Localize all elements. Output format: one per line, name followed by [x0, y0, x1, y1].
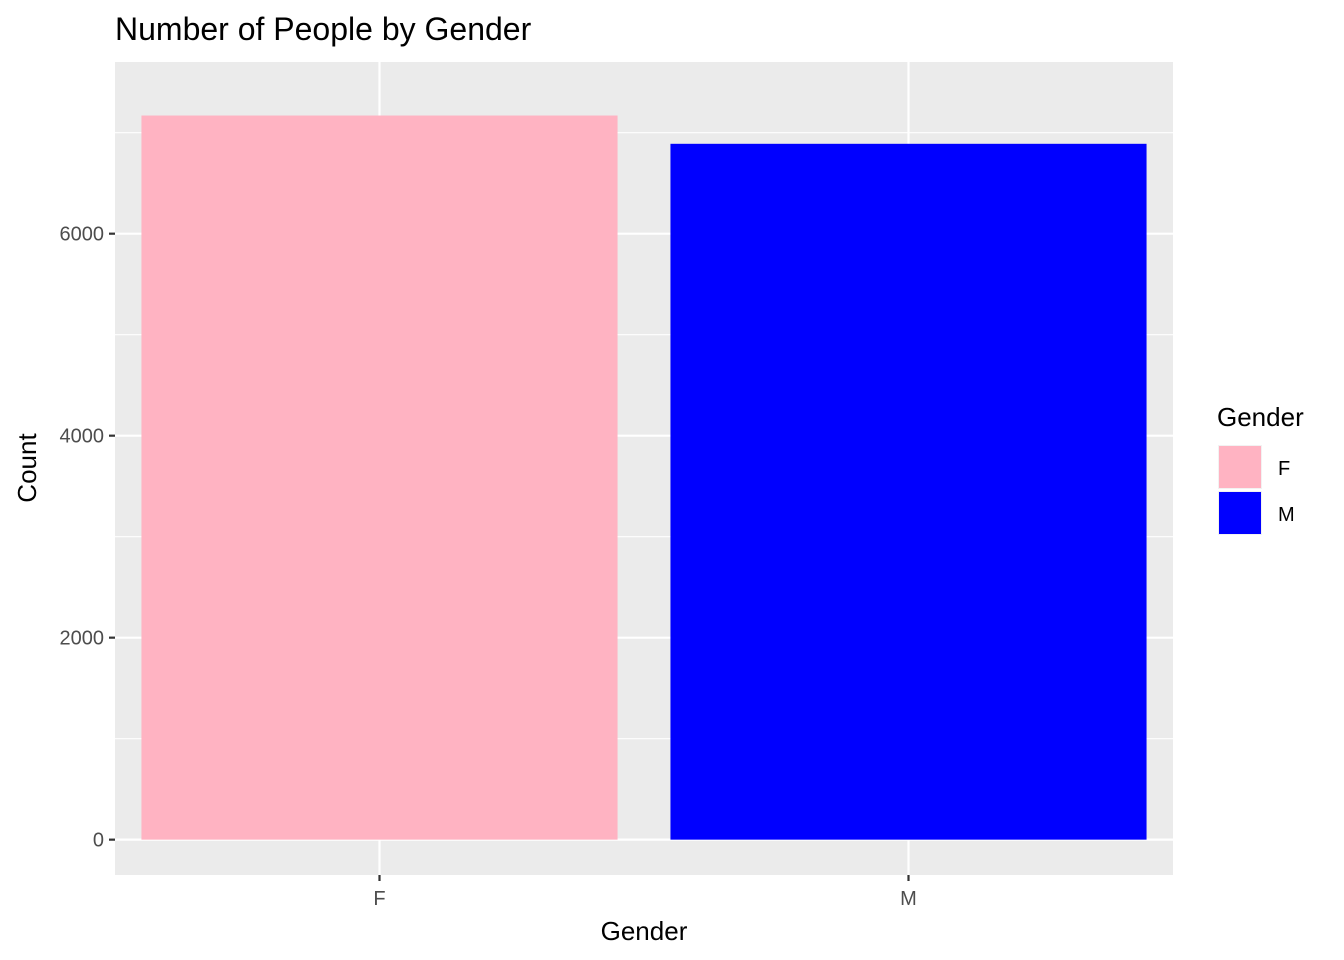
legend-label-F: F	[1278, 458, 1290, 480]
legend: Gender FM	[1217, 402, 1304, 535]
bar-F	[141, 115, 618, 840]
x-axis-title: Gender	[601, 916, 688, 946]
legend-swatch-F	[1219, 446, 1261, 488]
legend-title: Gender	[1217, 402, 1304, 432]
y-tick-label-0: 0	[93, 830, 104, 852]
x-tick-label-M: M	[900, 888, 917, 910]
legend-entries: FM	[1218, 445, 1295, 535]
y-tick-label-2: 4000	[60, 426, 105, 448]
y-tick-label-3: 6000	[60, 224, 105, 246]
y-axis: 0 2000 4000 6000	[60, 224, 115, 852]
chart-title: Number of People by Gender	[115, 11, 532, 47]
legend-swatch-M	[1219, 492, 1261, 534]
y-axis-title: Count	[12, 433, 42, 503]
bars	[141, 115, 1147, 840]
bar-M	[670, 143, 1147, 840]
y-tick-label-1: 2000	[60, 628, 105, 650]
x-tick-label-F: F	[373, 888, 385, 910]
legend-label-M: M	[1278, 504, 1295, 526]
